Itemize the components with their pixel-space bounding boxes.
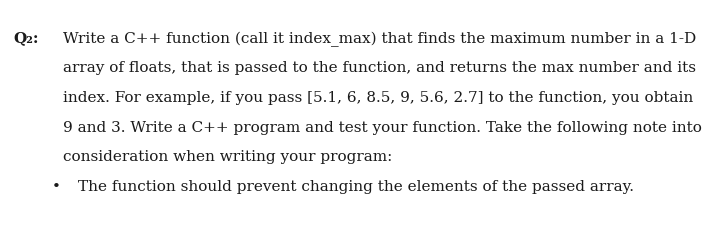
Text: index. For example, if you pass [5.1, 6, 8.5, 9, 5.6, 2.7] to the function, you : index. For example, if you pass [5.1, 6,… bbox=[63, 91, 693, 105]
Text: 9 and 3. Write a C++ program and test your function. Take the following note int: 9 and 3. Write a C++ program and test yo… bbox=[63, 121, 702, 135]
Text: consideration when writing your program:: consideration when writing your program: bbox=[63, 150, 392, 164]
Text: array of floats, that is passed to the function, and returns the max number and : array of floats, that is passed to the f… bbox=[63, 61, 696, 75]
Text: •: • bbox=[52, 180, 60, 194]
Text: The function should prevent changing the elements of the passed array.: The function should prevent changing the… bbox=[78, 180, 634, 194]
Text: Q₂:: Q₂: bbox=[13, 32, 38, 45]
Text: Write a C++ function (call it index_max) that finds the maximum number in a 1-D: Write a C++ function (call it index_max)… bbox=[63, 32, 697, 47]
